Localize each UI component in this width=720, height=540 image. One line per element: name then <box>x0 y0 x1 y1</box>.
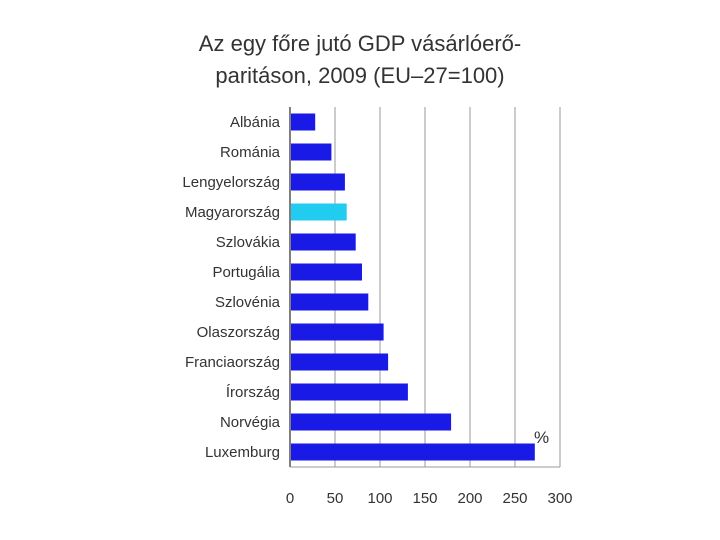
unit-label: % <box>534 428 549 447</box>
category-label: Albánia <box>230 114 281 131</box>
bar-Szlovénia <box>291 293 369 311</box>
x-tick-label: 0 <box>286 490 294 507</box>
bar-Olaszország <box>291 323 384 341</box>
bar-Luxemburg <box>291 443 535 461</box>
bar-Szlovákia <box>291 233 356 251</box>
category-label: Olaszország <box>197 324 280 341</box>
x-tick-label: 150 <box>412 490 437 507</box>
bar-Albánia <box>291 113 316 131</box>
category-label: Portugália <box>212 264 280 281</box>
category-label: Luxemburg <box>205 444 280 461</box>
category-label: Lengyelország <box>182 174 280 191</box>
category-label: Franciaország <box>185 354 280 371</box>
bar-Írország <box>291 383 408 401</box>
category-label: Szlovákia <box>216 234 281 251</box>
chart-title-line-2: paritáson, 2009 (EU–27=100) <box>215 63 505 88</box>
bar-Magyarország <box>291 203 347 221</box>
chart-title: Az egy főre jutó GDP vásárlóerő- paritás… <box>150 28 570 92</box>
category-label: Norvégia <box>220 414 281 431</box>
x-tick-label: 200 <box>457 490 482 507</box>
bar-Románia <box>291 143 332 161</box>
category-label: Írország <box>226 384 280 401</box>
x-axis-ticks: 0 50 100 150 200 250 300 <box>286 490 573 507</box>
category-label: Magyarország <box>185 204 280 221</box>
x-tick-label: 300 <box>547 490 572 507</box>
bar-Portugália <box>291 263 362 281</box>
chart-title-line-1: Az egy főre jutó GDP vásárlóerő- <box>198 31 522 56</box>
bar-Norvégia <box>291 413 452 431</box>
category-label: Szlovénia <box>215 294 281 311</box>
category-labels: Albánia Románia Lengyelország Magyarország S… <box>182 114 280 461</box>
bar-Franciaország <box>291 353 389 371</box>
gridlines <box>289 107 561 468</box>
category-label: Románia <box>220 144 281 161</box>
x-tick-label: 100 <box>367 490 392 507</box>
bar-Lengyelország <box>291 173 345 191</box>
x-tick-label: 250 <box>502 490 527 507</box>
bars <box>291 113 535 461</box>
x-tick-label: 50 <box>327 490 344 507</box>
